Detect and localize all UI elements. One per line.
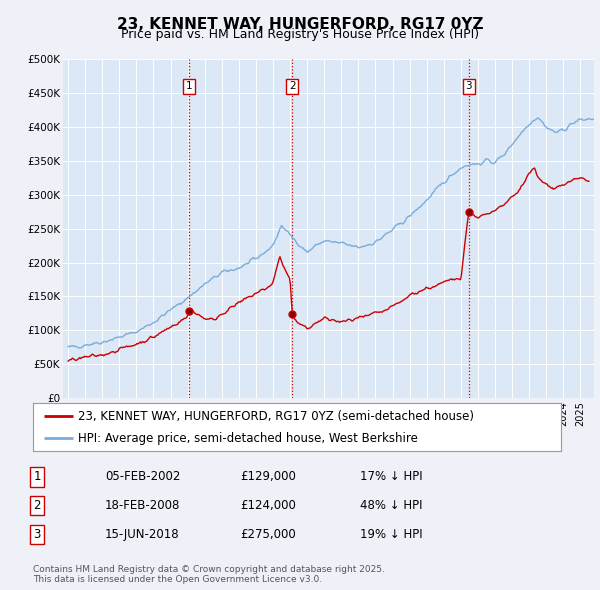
- Text: 3: 3: [34, 528, 41, 541]
- Text: 17% ↓ HPI: 17% ↓ HPI: [360, 470, 422, 483]
- Text: Price paid vs. HM Land Registry's House Price Index (HPI): Price paid vs. HM Land Registry's House …: [121, 28, 479, 41]
- Text: 05-FEB-2002: 05-FEB-2002: [105, 470, 181, 483]
- Text: £129,000: £129,000: [240, 470, 296, 483]
- Text: 3: 3: [466, 81, 472, 91]
- Text: HPI: Average price, semi-detached house, West Berkshire: HPI: Average price, semi-detached house,…: [78, 432, 418, 445]
- Text: 2: 2: [34, 499, 41, 512]
- Text: £124,000: £124,000: [240, 499, 296, 512]
- Text: 48% ↓ HPI: 48% ↓ HPI: [360, 499, 422, 512]
- Text: 23, KENNET WAY, HUNGERFORD, RG17 0YZ: 23, KENNET WAY, HUNGERFORD, RG17 0YZ: [117, 17, 483, 31]
- Text: 15-JUN-2018: 15-JUN-2018: [105, 528, 179, 541]
- Text: Contains HM Land Registry data © Crown copyright and database right 2025.
This d: Contains HM Land Registry data © Crown c…: [33, 565, 385, 584]
- Text: 23, KENNET WAY, HUNGERFORD, RG17 0YZ (semi-detached house): 23, KENNET WAY, HUNGERFORD, RG17 0YZ (se…: [78, 409, 474, 422]
- Text: £275,000: £275,000: [240, 528, 296, 541]
- Text: 2: 2: [289, 81, 295, 91]
- Text: 1: 1: [34, 470, 41, 483]
- Text: 1: 1: [186, 81, 193, 91]
- Text: 18-FEB-2008: 18-FEB-2008: [105, 499, 181, 512]
- Text: 19% ↓ HPI: 19% ↓ HPI: [360, 528, 422, 541]
